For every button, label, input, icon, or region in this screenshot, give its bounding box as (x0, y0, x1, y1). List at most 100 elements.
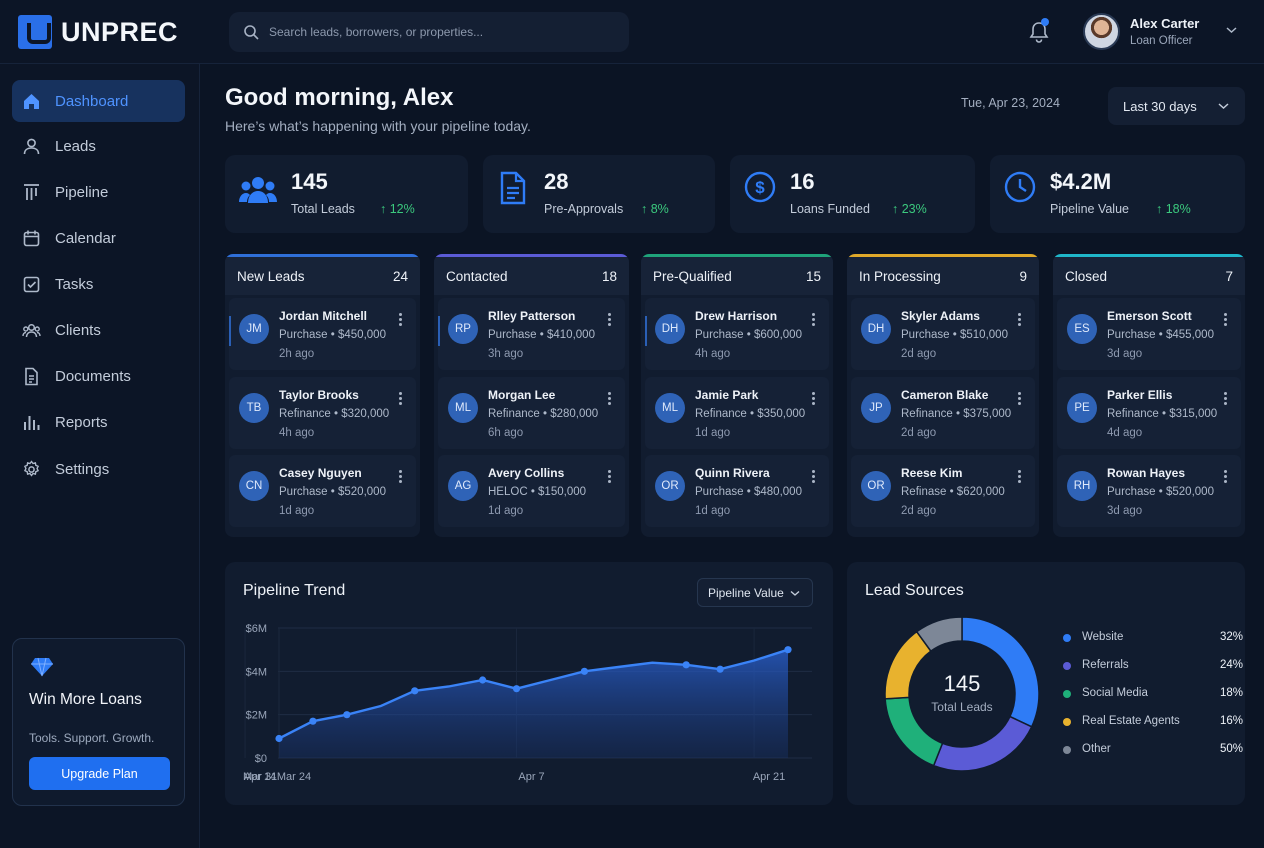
sidebar-item-clients[interactable]: Clients (12, 309, 185, 351)
lead-meta: Purchase • $600,000 (695, 329, 802, 341)
more-vertical-icon[interactable] (1224, 470, 1228, 484)
metric-select[interactable]: Pipeline Value (697, 578, 813, 607)
more-vertical-icon[interactable] (399, 313, 403, 327)
lead-meta: Purchase • $410,000 (488, 329, 595, 341)
more-vertical-icon[interactable] (1224, 392, 1228, 406)
column-title: Closed (1065, 268, 1108, 284)
avatar: OR (861, 471, 891, 501)
stat-card-pre-approvals[interactable]: 28 Pre-Approvals ↑ 8% (483, 155, 715, 233)
lead-meta: Refinance • $315,000 (1107, 408, 1218, 420)
lead-card[interactable]: JM Jordan Mitchell Purchase • $450,000 2h a… (229, 298, 416, 370)
more-vertical-icon[interactable] (812, 470, 816, 484)
trend-point (343, 711, 351, 719)
trend-point (309, 717, 317, 725)
lead-card[interactable]: PE Parker Ellis Refinance • $315,000 4d ago (1057, 377, 1241, 449)
lead-card[interactable]: RH Rowan Hayes Purchase • $520,000 3d ago (1057, 455, 1241, 527)
lead-name: Morgan Lee (488, 388, 556, 402)
sidebar-item-label: Leads (55, 137, 96, 155)
more-vertical-icon[interactable] (812, 313, 816, 327)
search-bar[interactable] (229, 12, 629, 52)
lead-card[interactable]: JP Cameron Blake Refinance • $375,000 2d ag… (851, 377, 1035, 449)
more-vertical-icon[interactable] (1018, 470, 1022, 484)
svg-text:$: $ (755, 178, 765, 197)
lead-card[interactable]: DH Skyler Adams Purchase • $510,000 2d ago (851, 298, 1035, 370)
column-header[interactable]: In Processing 9 (847, 257, 1039, 295)
lead-card[interactable]: ML Morgan Lee Refinance • $280,000 6h ago (438, 377, 625, 449)
legend-value: 32% (1219, 631, 1243, 643)
more-vertical-icon[interactable] (608, 313, 612, 327)
pipeline-column-new-leads: New Leads 24 JM Jordan Mitchell Purchase • … (225, 254, 420, 537)
more-vertical-icon[interactable] (1018, 313, 1022, 327)
lead-sources-panel: Lead Sources 145 Total Leads Website 32% … (847, 562, 1245, 805)
chevron-down-icon (790, 590, 800, 596)
sidebar-item-dashboard[interactable]: Dashboard (12, 80, 185, 122)
column-header[interactable]: Closed 7 (1053, 257, 1245, 295)
card-edge (438, 316, 440, 346)
stat-change-value: 8% (650, 202, 669, 216)
sidebar-item-label: Pipeline (55, 183, 109, 201)
lead-card[interactable]: ES Emerson Scott Purchase • $455,000 3d ago (1057, 298, 1241, 370)
lead-card[interactable]: RP Rlley Patterson Purchase • $410,000 3h a… (438, 298, 625, 370)
lead-meta: HELOC • $150,000 (488, 486, 587, 498)
promo-subtitle: Tools. Support. Growth. (29, 731, 155, 745)
sidebar-item-documents[interactable]: Documents (12, 355, 185, 397)
column-color-bar (434, 254, 629, 257)
stat-card-loans-funded[interactable]: $ 16 Loans Funded ↑ 23% (730, 155, 975, 233)
column-header[interactable]: Pre-Qualified 15 (641, 257, 833, 295)
more-vertical-icon[interactable] (399, 392, 403, 406)
more-vertical-icon[interactable] (812, 392, 816, 406)
upgrade-plan-button[interactable]: Upgrade Plan (29, 757, 170, 790)
lead-time: 1d ago (279, 505, 315, 517)
lead-card[interactable]: OR Reese Kim Refinase • $620,000 2d ago (851, 455, 1035, 527)
legend-dot (1063, 690, 1071, 698)
more-vertical-icon[interactable] (608, 392, 612, 406)
legend-dot (1063, 634, 1071, 642)
more-vertical-icon[interactable] (399, 470, 403, 484)
pipeline-column-contacted: Contacted 18 RP Rlley Patterson Purchase • … (434, 254, 629, 537)
avatar: CN (239, 471, 269, 501)
sidebar-item-label: Reports (55, 413, 108, 431)
lead-card[interactable]: DH Drew Harrison Purchase • $600,000 4h ago (645, 298, 829, 370)
column-count: 7 (1225, 268, 1233, 284)
sidebar-item-calendar[interactable]: Calendar (12, 217, 185, 259)
lead-card[interactable]: AG Avery Collins HELOC • $150,000 1d ago (438, 455, 625, 527)
date-range-select[interactable]: Last 30 days (1108, 87, 1245, 125)
sidebar-item-leads[interactable]: Leads (12, 125, 185, 167)
date-range-label: Last 30 days (1123, 98, 1197, 114)
column-header[interactable]: New Leads 24 (225, 257, 420, 295)
x-tick-label: Apr 7 (518, 771, 544, 783)
user-avatar[interactable] (1083, 13, 1120, 50)
more-vertical-icon[interactable] (1224, 313, 1228, 327)
chevron-down-icon (1218, 103, 1229, 110)
sidebar-item-reports[interactable]: Reports (12, 401, 185, 443)
lead-meta: Purchase • $455,000 (1107, 329, 1214, 341)
lead-card[interactable]: OR Quinn Rivera Purchase • $480,000 1d ago (645, 455, 829, 527)
brand-logo[interactable]: UNPREC (18, 15, 178, 49)
more-vertical-icon[interactable] (1018, 392, 1022, 406)
legend-value: 16% (1219, 715, 1243, 727)
donut-slice (932, 715, 1033, 772)
sidebar-item-pipeline[interactable]: Pipeline (12, 171, 185, 213)
stat-card-total-leads[interactable]: 145 Total Leads ↑ 12% (225, 155, 468, 233)
page-subtitle: Here’s what’s happening with your pipeli… (225, 118, 531, 134)
calendar-icon (23, 230, 40, 246)
lead-meta: Purchase • $450,000 (279, 329, 386, 341)
legend-dot (1063, 662, 1071, 670)
column-header[interactable]: Contacted 18 (434, 257, 629, 295)
lead-name: Emerson Scott (1107, 309, 1192, 323)
lead-card[interactable]: TB Taylor Brooks Refinance • $320,000 4h ag… (229, 377, 416, 449)
column-title: In Processing (859, 268, 941, 284)
lead-meta: Refinase • $620,000 (901, 486, 1005, 498)
chevron-down-icon[interactable] (1226, 26, 1237, 34)
trend-area (279, 649, 788, 758)
sidebar-item-tasks[interactable]: Tasks (12, 263, 185, 305)
more-vertical-icon[interactable] (608, 470, 612, 484)
lead-card[interactable]: ML Jamie Park Refinance • $350,000 1d ago (645, 377, 829, 449)
legend-value: 50% (1219, 743, 1243, 755)
stat-card-pipeline-value[interactable]: $4.2M Pipeline Value ↑ 18% (990, 155, 1245, 233)
lead-card[interactable]: CN Casey Nguyen Purchase • $520,000 1d ago (229, 455, 416, 527)
search-input[interactable] (269, 25, 599, 39)
donut-slice (915, 616, 963, 653)
sidebar-item-settings[interactable]: Settings (12, 448, 185, 490)
